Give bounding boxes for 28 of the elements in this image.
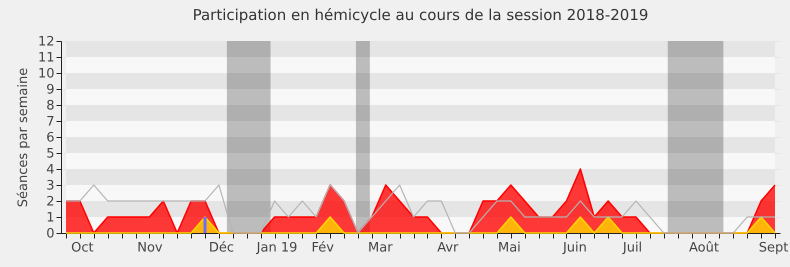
x-tick-label: Sept [758, 240, 788, 256]
line-series [65, 184, 776, 234]
y-tick-label: 11 [38, 50, 54, 66]
y-tick-label: 2 [46, 194, 54, 210]
y-tick-label: 5 [46, 146, 54, 162]
x-tick-label: Mai [498, 240, 521, 256]
chart-title: Participation en hémicycle au cours de la session 2018-2019 [192, 6, 648, 24]
y-axis-title: Séances par semaine [16, 68, 31, 208]
y-tick-label: 8 [46, 98, 54, 114]
x-tick-label: Juin [562, 240, 587, 256]
y-tick-label: 12 [38, 34, 54, 50]
x-tick-label: Avr [437, 240, 460, 256]
x-tick-label: Août [689, 240, 719, 256]
x-tick-label: Mar [368, 240, 394, 256]
y-tick-label: 10 [38, 66, 54, 82]
x-tick-label: Nov [137, 240, 163, 256]
y-tick-label: 9 [46, 82, 54, 98]
y-tick-label: 7 [46, 114, 54, 130]
x-tick-label: Juil [622, 240, 642, 256]
y-tick-label: 6 [46, 130, 54, 146]
x-tick-label: Fév [311, 240, 334, 256]
x-tick-label: Jan 19 [256, 240, 298, 256]
y-tick-label: 1 [46, 210, 54, 226]
y-tick-label: 3 [46, 178, 54, 194]
x-tick-label: Oct [71, 240, 94, 256]
y-tick-label: 4 [46, 162, 54, 178]
x-tick-label: Déc [208, 240, 234, 256]
y-tick-label: 0 [46, 226, 54, 242]
